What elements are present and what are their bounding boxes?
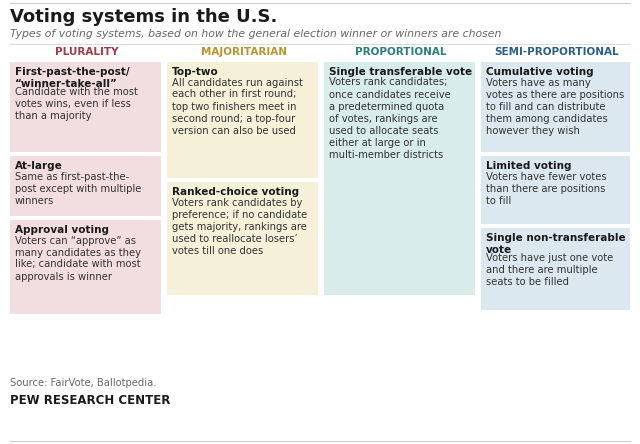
Text: Voters have just one vote
and there are multiple
seats to be filled: Voters have just one vote and there are … [486, 253, 613, 287]
Text: Limited voting: Limited voting [486, 161, 572, 171]
FancyBboxPatch shape [10, 156, 161, 216]
FancyBboxPatch shape [481, 228, 630, 310]
FancyBboxPatch shape [481, 156, 630, 224]
Text: Candidate with the most
votes wins, even if less
than a majority: Candidate with the most votes wins, even… [15, 87, 138, 121]
Text: Voters rank candidates by
preference; if no candidate
gets majority, rankings ar: Voters rank candidates by preference; if… [172, 198, 307, 255]
Text: At-large: At-large [15, 161, 63, 171]
Text: Source: FairVote, Ballotpedia.: Source: FairVote, Ballotpedia. [10, 378, 157, 388]
Text: MAJORITARIAN: MAJORITARIAN [200, 47, 287, 57]
Text: Approval voting: Approval voting [15, 225, 109, 235]
Text: Voters have fewer votes
than there are positions
to fill: Voters have fewer votes than there are p… [486, 171, 607, 206]
FancyBboxPatch shape [481, 62, 630, 152]
FancyBboxPatch shape [10, 62, 161, 152]
FancyBboxPatch shape [10, 220, 161, 314]
Text: Top-two: Top-two [172, 67, 219, 77]
FancyBboxPatch shape [167, 182, 318, 295]
Text: Single non-transferable
vote: Single non-transferable vote [486, 233, 626, 255]
Text: Cumulative voting: Cumulative voting [486, 67, 594, 77]
FancyBboxPatch shape [324, 62, 475, 295]
Text: Voters have as many
votes as there are positions
to fill and can distribute
them: Voters have as many votes as there are p… [486, 78, 624, 135]
Text: PROPORTIONAL: PROPORTIONAL [355, 47, 446, 57]
Text: Voting systems in the U.S.: Voting systems in the U.S. [10, 8, 277, 26]
Text: First-past-the-post/
“winner-take-all”: First-past-the-post/ “winner-take-all” [15, 67, 130, 89]
Text: PLURALITY: PLURALITY [55, 47, 118, 57]
Text: Same as first-past-the-
post except with multiple
winners: Same as first-past-the- post except with… [15, 171, 141, 206]
Text: All candidates run against
each other in first round;
top two finishers meet in
: All candidates run against each other in… [172, 78, 303, 135]
Text: PEW RESEARCH CENTER: PEW RESEARCH CENTER [10, 394, 170, 407]
FancyBboxPatch shape [167, 62, 318, 178]
Text: Voters rank candidates;
once candidates receive
a predetermined quota
of votes, : Voters rank candidates; once candidates … [329, 78, 451, 159]
Text: Ranked-choice voting: Ranked-choice voting [172, 187, 299, 197]
Text: Voters can “approve” as
many candidates as they
like; candidate with most
approv: Voters can “approve” as many candidates … [15, 235, 141, 281]
Text: Single transferable vote: Single transferable vote [329, 67, 472, 77]
Text: SEMI-PROPORTIONAL: SEMI-PROPORTIONAL [494, 47, 619, 57]
Text: Types of voting systems, based on how the general election winner or winners are: Types of voting systems, based on how th… [10, 29, 501, 39]
